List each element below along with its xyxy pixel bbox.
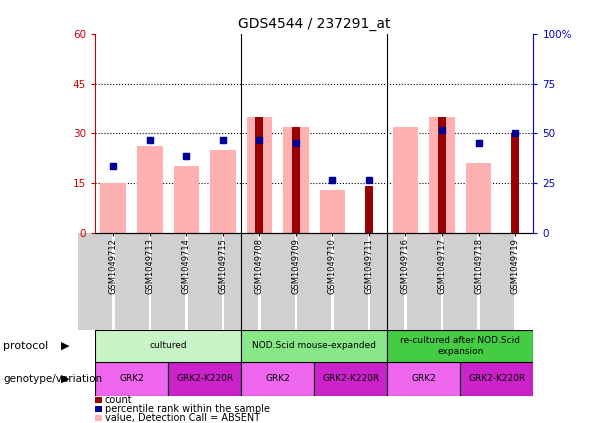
- Bar: [387, 330, 533, 362]
- Bar: [246, 117, 272, 233]
- Bar: [393, 126, 418, 233]
- Text: GRK2: GRK2: [265, 374, 290, 383]
- Text: protocol: protocol: [3, 341, 48, 351]
- Bar: [241, 330, 387, 362]
- Text: genotype/variation: genotype/variation: [3, 374, 102, 384]
- Bar: [460, 362, 533, 396]
- Text: NOD.Scid mouse-expanded: NOD.Scid mouse-expanded: [252, 341, 376, 350]
- Text: GRK2-K220R: GRK2-K220R: [468, 374, 525, 383]
- Bar: [314, 362, 387, 396]
- Bar: [241, 362, 314, 396]
- Bar: [438, 117, 446, 233]
- Bar: [95, 362, 168, 396]
- Bar: [429, 117, 455, 233]
- Bar: [365, 186, 373, 233]
- Text: GRK2-K220R: GRK2-K220R: [322, 374, 379, 383]
- Bar: [511, 133, 519, 233]
- Bar: [283, 126, 309, 233]
- Text: re-cultured after NOD.Scid
expansion: re-cultured after NOD.Scid expansion: [400, 336, 520, 355]
- Title: GDS4544 / 237291_at: GDS4544 / 237291_at: [238, 17, 390, 31]
- Bar: [319, 190, 345, 233]
- Text: percentile rank within the sample: percentile rank within the sample: [105, 404, 270, 414]
- Text: cultured: cultured: [149, 341, 187, 350]
- Bar: [210, 150, 235, 233]
- Text: GRK2: GRK2: [119, 374, 144, 383]
- Text: GRK2: GRK2: [411, 374, 436, 383]
- Bar: [168, 362, 241, 396]
- Text: ▶: ▶: [61, 374, 70, 384]
- Text: ▶: ▶: [61, 341, 70, 351]
- Bar: [101, 183, 126, 233]
- Text: count: count: [105, 395, 132, 405]
- Bar: [137, 146, 162, 233]
- Bar: [387, 362, 460, 396]
- Bar: [173, 166, 199, 233]
- Text: value, Detection Call = ABSENT: value, Detection Call = ABSENT: [105, 413, 260, 423]
- Bar: [466, 163, 491, 233]
- Bar: [292, 126, 300, 233]
- Text: GRK2-K220R: GRK2-K220R: [176, 374, 233, 383]
- Bar: [95, 330, 241, 362]
- Bar: [256, 117, 264, 233]
